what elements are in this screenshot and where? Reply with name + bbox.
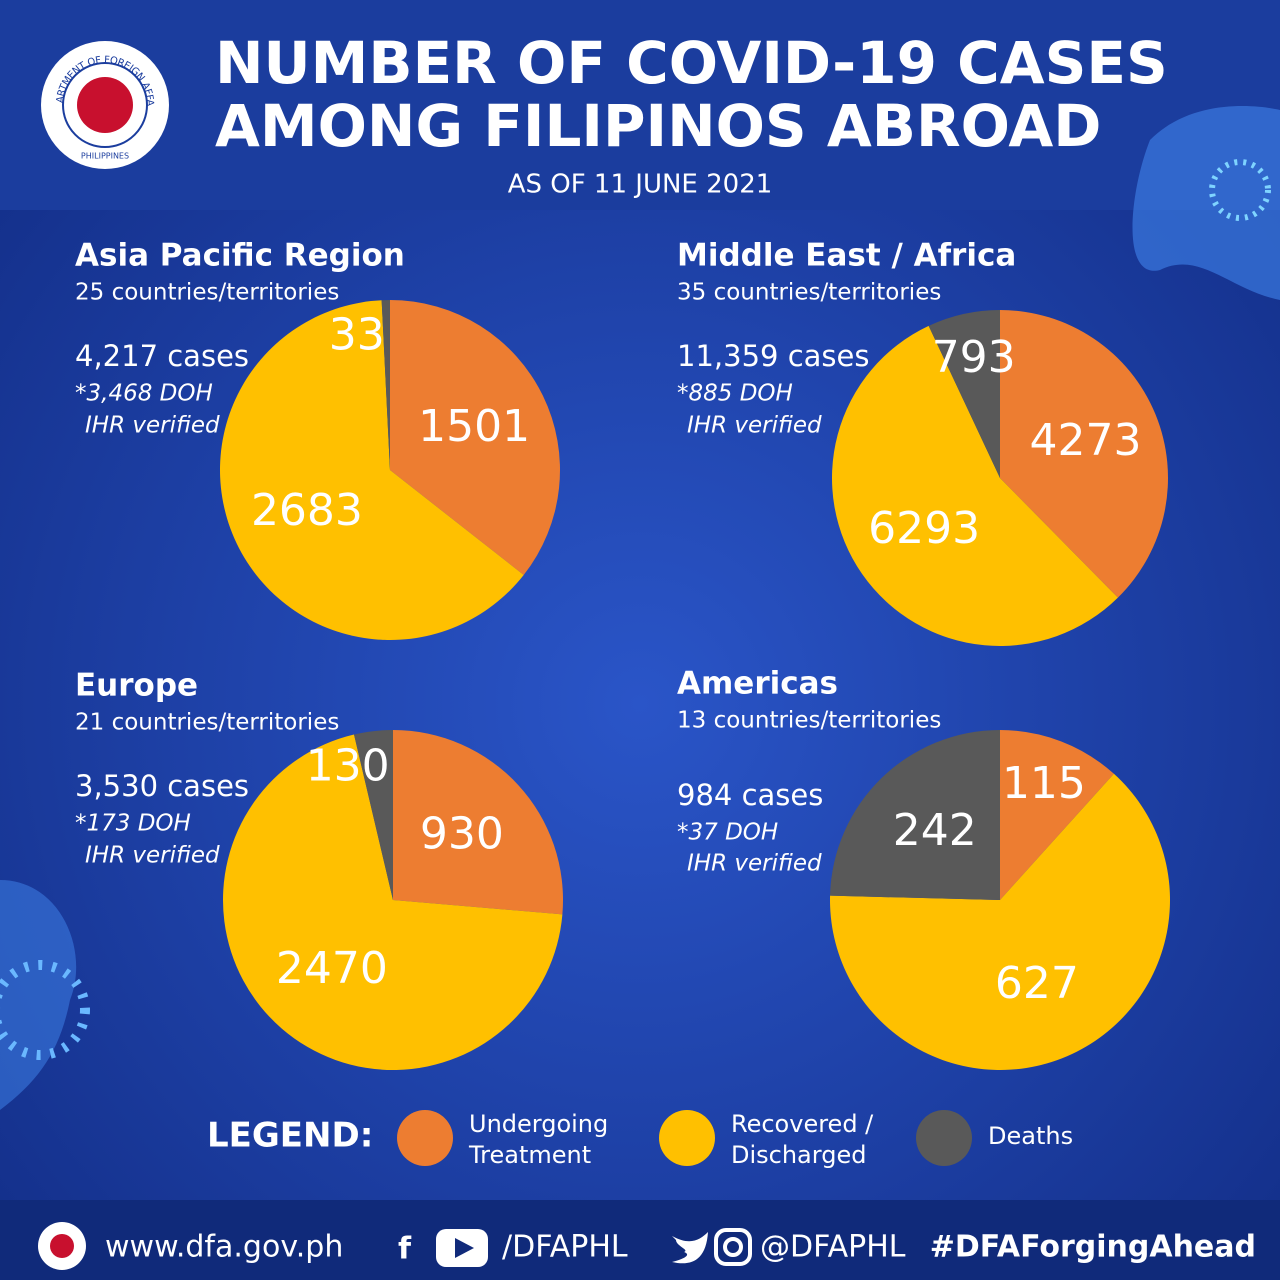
facebook-handle: /DFAPHL xyxy=(502,1230,628,1265)
virus-icon xyxy=(0,960,90,1060)
doh-note: IHR verified xyxy=(687,413,822,439)
doh-note: *885 DOH xyxy=(677,381,793,407)
title-line: NUMBER OF COVID-19 CASES xyxy=(215,29,1168,97)
data-label: 130 xyxy=(306,740,390,791)
virus-icon xyxy=(1209,159,1271,221)
pie-slice xyxy=(830,730,1000,900)
pie-slice xyxy=(381,300,390,470)
logo-ring xyxy=(62,62,148,148)
region-title: Americas xyxy=(677,666,838,702)
data-label: 627 xyxy=(995,958,1079,1009)
youtube-play xyxy=(455,1238,474,1258)
data-label: 2470 xyxy=(276,943,388,994)
doh-note: *3,468 DOH xyxy=(75,381,213,407)
pie-slice xyxy=(832,325,1118,647)
doh-note: *37 DOH xyxy=(677,820,778,846)
pie-slice xyxy=(830,773,1170,1071)
legend-title: LEGEND: xyxy=(207,1116,373,1156)
case-count: 11,359 cases xyxy=(677,339,869,373)
facebook-icon: f xyxy=(398,1232,412,1267)
legend-swatch xyxy=(659,1110,715,1166)
data-label: 1501 xyxy=(418,401,530,452)
data-label: 4273 xyxy=(1030,415,1142,466)
case-count: 3,530 cases xyxy=(75,769,249,803)
pie-slice xyxy=(928,310,1000,478)
doh-note: IHR verified xyxy=(85,843,220,869)
legend-label: Discharged xyxy=(731,1141,866,1169)
hashtag: #DFAForgingAhead xyxy=(930,1230,1256,1265)
header-band xyxy=(0,0,1280,210)
pie-slice xyxy=(219,300,524,640)
case-count: 4,217 cases xyxy=(75,339,249,373)
pie-slice xyxy=(1000,310,1168,598)
website: www.dfa.gov.ph xyxy=(105,1230,343,1265)
instagram-icon xyxy=(714,1228,752,1266)
twitter-handle: @DFAPHL xyxy=(760,1230,906,1265)
pie-slice xyxy=(393,730,563,915)
pie-slice xyxy=(354,730,393,900)
doh-note: IHR verified xyxy=(687,851,822,877)
decoration xyxy=(1132,106,1280,301)
legend-label: Deaths xyxy=(988,1122,1073,1150)
logo-bottom-text: PHILIPPINES xyxy=(81,152,129,161)
date: AS OF 11 JUNE 2021 xyxy=(508,170,773,200)
doh-note: *173 DOH xyxy=(75,811,191,837)
data-label: 793 xyxy=(932,332,1016,383)
twitter-icon xyxy=(672,1232,708,1264)
legend-swatch xyxy=(916,1110,972,1166)
region-subtitle: 21 countries/territories xyxy=(75,710,339,736)
data-label: 242 xyxy=(893,805,977,856)
legend-label: Treatment xyxy=(468,1141,591,1169)
doh-note: IHR verified xyxy=(85,413,220,439)
footer-band xyxy=(0,1200,1280,1280)
legend-label: Recovered / xyxy=(731,1110,874,1138)
pie-slice xyxy=(1000,730,1114,900)
pie-slice xyxy=(223,734,563,1070)
data-label: 115 xyxy=(1002,758,1086,809)
footer-logo-seal xyxy=(50,1234,74,1258)
data-label: 6293 xyxy=(868,503,980,554)
pie-slice xyxy=(390,300,560,575)
region-subtitle: 13 countries/territories xyxy=(677,708,941,734)
region-subtitle: 25 countries/territories xyxy=(75,280,339,306)
region-title: Europe xyxy=(75,668,198,704)
decoration xyxy=(0,880,77,1110)
case-count: 984 cases xyxy=(677,778,823,812)
data-label: 2683 xyxy=(251,485,363,536)
data-label: 33 xyxy=(329,309,385,360)
data-label: 930 xyxy=(420,809,504,860)
legend-label: Undergoing xyxy=(469,1110,608,1138)
region-title: Asia Pacific Region xyxy=(75,238,405,274)
legend-swatch xyxy=(397,1110,453,1166)
logo-seal xyxy=(77,77,133,133)
title-line: AMONG FILIPINOS ABROAD xyxy=(215,92,1101,160)
instagram-lens xyxy=(723,1237,743,1257)
region-subtitle: 35 countries/territories xyxy=(677,280,941,306)
region-title: Middle East / Africa xyxy=(677,238,1016,274)
